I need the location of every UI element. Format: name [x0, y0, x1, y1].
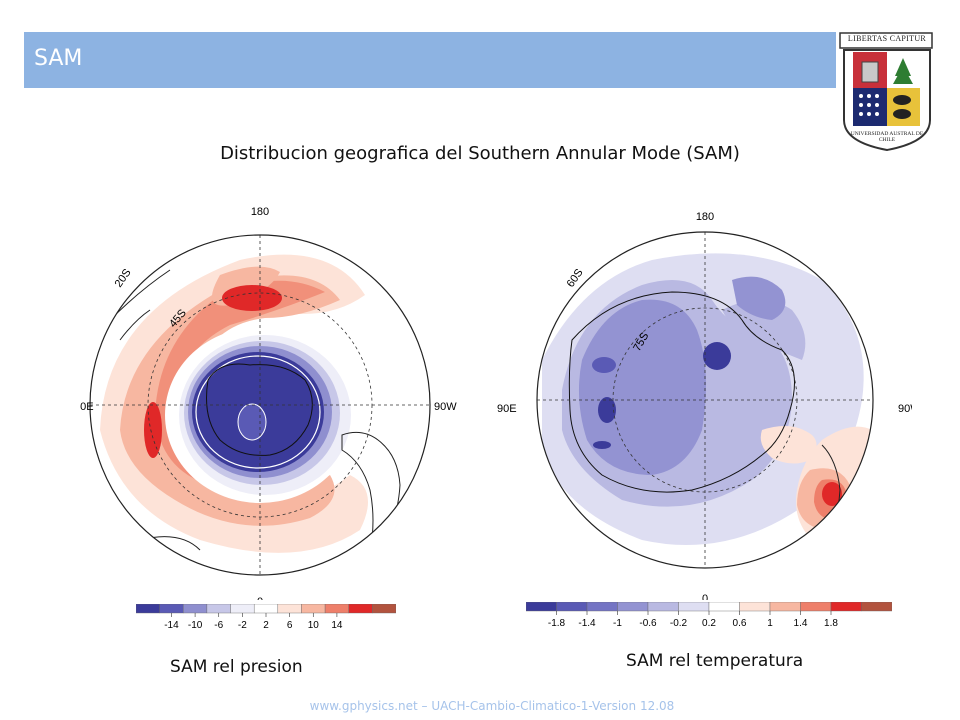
lon-label-90w: 90W [434, 401, 457, 413]
colorbar-swatch [159, 604, 184, 614]
colorbar-swatch [136, 604, 160, 614]
colorbar-tick-label: -0.6 [639, 618, 657, 629]
lon-label-0: 0 [702, 593, 708, 600]
pressure-map-label: SAM rel presion [170, 657, 303, 677]
colorbar-swatch [526, 602, 557, 612]
temperature-map-label: SAM rel temperatura [626, 651, 804, 671]
coat-of-arms-icon [839, 32, 933, 152]
colorbar-swatch [372, 604, 396, 614]
sam-temperature-map: 180 0 90E 90W 60S 75S [497, 211, 912, 600]
colorbar-tick-label: -6 [214, 620, 223, 631]
colorbar-swatch [739, 602, 771, 612]
temperature-colorbar: -1.8 -1.4 -1 -0.6 -0.2 0.2 0.6 1 1.4 1.8 [526, 602, 892, 629]
colorbar-swatch [348, 604, 373, 614]
colorbar-tick-label: -1 [613, 618, 622, 629]
lon-label-180: 180 [251, 206, 269, 218]
colorbar-swatch [617, 602, 649, 612]
colorbar-swatch [183, 604, 208, 614]
page-subtitle: Distribucion geografica del Southern Ann… [220, 143, 740, 164]
colorbar-tick-label: 1.8 [824, 618, 838, 629]
colorbar-tick-label: -1.8 [548, 618, 566, 629]
colorbar-tick-label: 1 [767, 618, 773, 629]
colorbar-tick-label: 0.6 [733, 618, 747, 629]
slide-title: SAM [34, 46, 83, 71]
colorbar-tick-label: -1.4 [578, 618, 596, 629]
colorbar-swatch [324, 604, 349, 614]
colorbar-swatch [861, 602, 892, 612]
colorbar-swatch [830, 602, 862, 612]
pressure-colorbar: -14 -10 -6 -2 2 6 10 14 [136, 604, 396, 631]
colorbar-swatch [277, 604, 302, 614]
colorbar-tick-label: 0.2 [702, 618, 716, 629]
colorbar-tick-label: -2 [238, 620, 247, 631]
university-logo: LIBERTAS CAPITUR UNIVERSIDAD AUSTRAL DE … [836, 30, 938, 152]
lon-label-90w: 90W [898, 403, 912, 415]
lat-label-20s: 20S [113, 267, 134, 290]
colorbar-swatch [206, 604, 231, 614]
colorbar-swatch [708, 602, 740, 612]
colorbar-swatch [556, 602, 588, 612]
colorbar-swatch [647, 602, 679, 612]
colorbar-swatch [678, 602, 710, 612]
lon-label-90e: 90E [80, 401, 94, 413]
colorbar-tick-label: 6 [287, 620, 293, 631]
colorbar-tick-label: -14 [164, 620, 179, 631]
footer-credit: www.gphysics.net – UACH-Cambio-Climatico… [309, 699, 675, 713]
colorbar-tick-label: -0.2 [670, 618, 688, 629]
colorbar-tick-label: 14 [331, 620, 343, 631]
colorbar-swatch [253, 604, 279, 614]
colorbar-swatch [230, 604, 255, 614]
colorbar-swatch [301, 604, 326, 614]
colorbar-swatch [769, 602, 801, 612]
colorbar-swatch [586, 602, 618, 612]
colorbar-tick-label: 1.4 [794, 618, 808, 629]
colorbar-tick-label: 2 [263, 620, 269, 631]
colorbar-tick-label: 10 [308, 620, 320, 631]
lon-label-180: 180 [696, 211, 714, 223]
header-bar: SAM [24, 32, 836, 88]
lon-label-0: 0 [257, 596, 263, 600]
colorbar-swatch [800, 602, 832, 612]
colorbar-tick-label: -10 [188, 620, 203, 631]
lon-label-90e: 90E [497, 403, 517, 415]
sam-pressure-map: 180 0 90E 90W 20S 45S [80, 206, 457, 600]
